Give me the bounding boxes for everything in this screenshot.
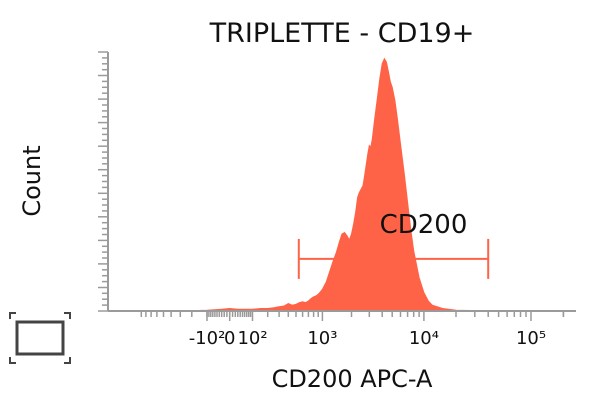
x-tick-label: -10² [189, 328, 226, 349]
x-tick-label: 10³ [307, 328, 337, 349]
histogram-area [137, 57, 564, 312]
x-axis-label: CD200 APC-A [272, 365, 433, 393]
x-tick-label: 0 [224, 328, 235, 349]
x-tick-label: 10² [237, 328, 267, 349]
gate-label: CD200 [380, 210, 468, 240]
chart-title: TRIPLETTE - CD19+ [209, 18, 475, 49]
x-axis-ticks [140, 311, 565, 321]
y-axis-label: Count [18, 145, 46, 216]
y-axis-ticks [98, 51, 108, 312]
x-tick-label: 10⁴ [409, 328, 439, 349]
x-tick-label: 10⁵ [516, 328, 546, 349]
cd200-gate[interactable]: CD200 [297, 210, 490, 279]
zoom-frame-icon[interactable] [9, 312, 71, 364]
